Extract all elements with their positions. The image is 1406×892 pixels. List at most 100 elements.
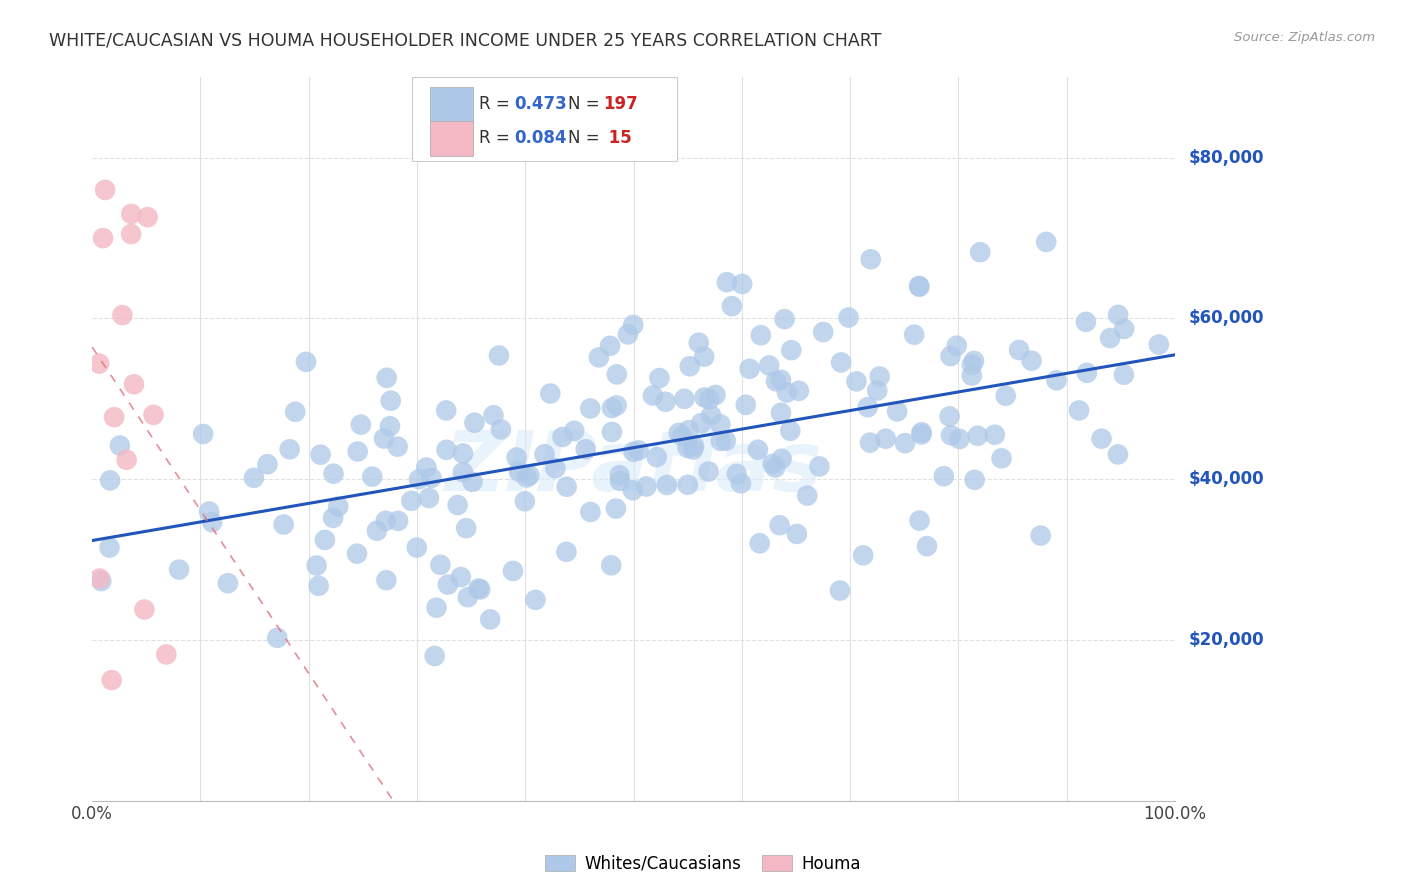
Point (908, 514, 931, 528)
Point (555, 545, 578, 559)
Point (606, 398, 628, 412)
Point (519, 468, 541, 483)
Point (373, 432, 395, 446)
Point (423, 648, 446, 663)
Point (856, 400, 879, 414)
Point (730, 476, 752, 491)
Text: R =: R = (478, 95, 515, 113)
Point (98, 474, 121, 488)
Point (456, 521, 478, 535)
Point (457, 591, 479, 605)
Text: $60,000: $60,000 (1189, 310, 1264, 327)
Point (243, 471, 266, 485)
Point (1112, 368, 1135, 382)
Point (115, 452, 138, 467)
Point (89, 572, 111, 586)
Point (609, 474, 631, 488)
Point (725, 467, 748, 481)
Point (828, 583, 851, 598)
Point (461, 475, 484, 489)
Point (990, 451, 1012, 466)
Point (555, 480, 578, 494)
Point (451, 446, 474, 460)
Point (709, 417, 731, 432)
Point (366, 524, 388, 538)
Point (1107, 308, 1129, 322)
Text: $40,000: $40,000 (1189, 470, 1264, 488)
Point (779, 424, 801, 438)
Point (1114, 322, 1136, 336)
Point (562, 424, 585, 438)
Point (763, 460, 786, 475)
Point (437, 577, 460, 591)
Point (470, 582, 492, 597)
Point (1008, 343, 1031, 357)
Point (502, 564, 524, 578)
Point (617, 327, 640, 342)
Point (91, 231, 114, 245)
Point (697, 465, 720, 479)
Point (1107, 447, 1129, 461)
Point (579, 505, 602, 519)
Point (1035, 235, 1057, 249)
Point (346, 444, 368, 458)
Point (94, 183, 117, 197)
Point (467, 582, 489, 596)
Point (679, 359, 702, 374)
Text: 15: 15 (603, 129, 631, 147)
Point (690, 416, 713, 430)
Point (1099, 331, 1122, 345)
Point (600, 425, 623, 439)
Point (894, 436, 917, 450)
Point (960, 358, 983, 372)
Point (966, 429, 988, 443)
Point (683, 439, 706, 453)
Point (621, 483, 644, 498)
Point (120, 207, 142, 221)
Point (415, 460, 437, 475)
Point (671, 429, 693, 443)
Point (401, 493, 423, 508)
Text: N =: N = (568, 129, 605, 147)
Point (758, 359, 780, 373)
Point (425, 600, 447, 615)
Point (1029, 528, 1052, 542)
Point (108, 438, 131, 452)
FancyBboxPatch shape (430, 121, 474, 155)
Point (328, 500, 350, 514)
Point (508, 465, 530, 479)
Point (463, 416, 485, 430)
Point (575, 442, 598, 457)
Point (830, 355, 852, 369)
Point (89, 357, 111, 371)
Point (447, 498, 470, 512)
Point (451, 465, 474, 479)
Point (408, 472, 430, 486)
Point (676, 441, 699, 455)
Point (103, 410, 125, 425)
Point (710, 434, 733, 448)
Point (284, 405, 307, 419)
Point (387, 514, 409, 528)
Point (387, 440, 409, 454)
Text: $20,000: $20,000 (1189, 631, 1264, 648)
Point (704, 388, 727, 402)
Point (903, 327, 925, 342)
Point (776, 385, 799, 400)
Point (654, 394, 676, 409)
Point (688, 335, 710, 350)
Point (489, 422, 512, 436)
Point (405, 541, 427, 555)
Point (600, 401, 623, 415)
Point (378, 419, 401, 434)
Point (488, 349, 510, 363)
Point (811, 325, 834, 339)
Point (375, 573, 398, 587)
Point (533, 447, 555, 461)
Point (482, 409, 505, 423)
Point (266, 631, 288, 645)
Point (429, 558, 451, 572)
Point (1067, 403, 1090, 417)
Point (738, 361, 761, 376)
Point (1021, 353, 1043, 368)
